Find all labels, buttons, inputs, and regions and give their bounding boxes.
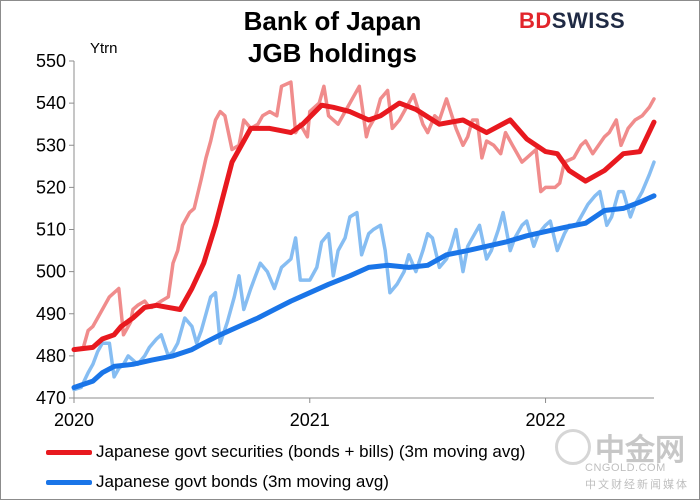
- y-tick-label: 470: [36, 388, 66, 408]
- brand-logo-part1: BD: [519, 8, 552, 33]
- watermark-logo-icon: [555, 429, 591, 465]
- legend-item-govt-securities: Japanese govt securities (bonds + bills)…: [46, 442, 525, 462]
- series-line-govt-securities-raw: [72, 80, 656, 352]
- series-line-govt-securities-3m-avg: [71, 100, 657, 353]
- legend-swatch-blue: [46, 480, 92, 486]
- y-tick-label: 500: [36, 262, 66, 282]
- legend-item-govt-bonds: Japanese govt bonds (3m moving avg): [46, 472, 389, 492]
- watermark-url: CNGOLD.COM: [585, 462, 666, 474]
- series-line-govt-bonds-raw: [72, 160, 656, 392]
- series-line-govt-bonds-3m-avg: [71, 193, 657, 390]
- x-tick-label: 2021: [290, 410, 330, 430]
- watermark-sub: 中文财经新闻媒体: [585, 478, 689, 491]
- x-tick-label: 2020: [54, 410, 94, 430]
- y-tick-label: 510: [36, 220, 66, 240]
- y-axis-unit-label: Ytrn: [90, 40, 118, 57]
- y-tick-label: 540: [36, 93, 66, 113]
- x-tick-label: 2022: [526, 410, 566, 430]
- y-tick-label: 550: [36, 51, 66, 71]
- legend-swatch-red: [46, 450, 92, 456]
- y-tick-label: 490: [36, 304, 66, 324]
- watermark: 中金网 CNGOLD.COM 中文财经新闻媒体: [555, 425, 695, 495]
- brand-logo: BDSWISS: [519, 8, 625, 34]
- y-tick-label: 520: [36, 177, 66, 197]
- legend-label-govt-bonds: Japanese govt bonds (3m moving avg): [96, 472, 389, 491]
- chart-title-line2: JGB holdings: [248, 38, 417, 68]
- watermark-cn: 中金网: [595, 433, 685, 468]
- chart-title-line1: Bank of Japan: [243, 6, 422, 36]
- y-tick-label: 530: [36, 135, 66, 155]
- y-tick-label: 480: [36, 346, 66, 366]
- brand-logo-part2: SWISS: [551, 8, 626, 33]
- legend-label-govt-securities: Japanese govt securities (bonds + bills)…: [96, 442, 526, 461]
